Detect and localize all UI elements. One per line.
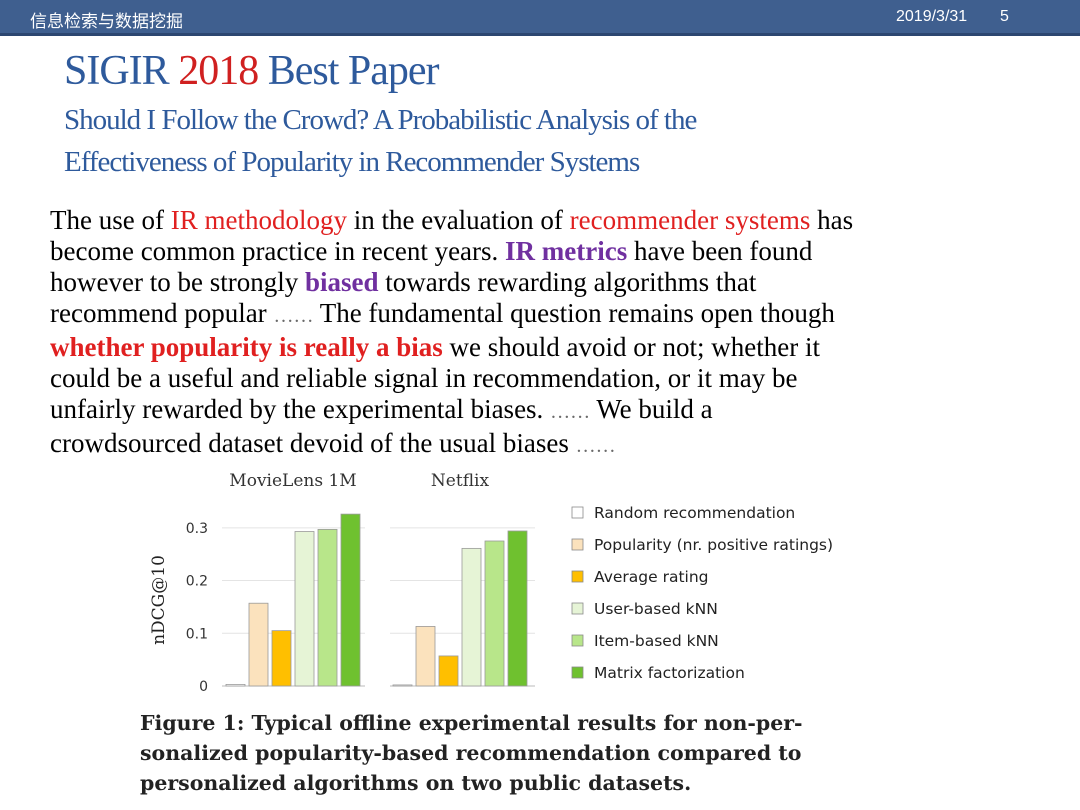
title-prefix: SIGIR bbox=[64, 48, 179, 94]
ellipsis: …… bbox=[273, 305, 314, 327]
y-axis-label: nDCG@10 bbox=[149, 555, 169, 645]
highlight-recommender-systems: recommender systems bbox=[569, 205, 811, 235]
legend-label: User-based kNN bbox=[594, 600, 718, 618]
y-tick-label: 0 bbox=[199, 679, 208, 694]
highlight-biased: biased bbox=[304, 267, 379, 297]
bar bbox=[415, 626, 436, 687]
caption-line: personalized algorithms on two public da… bbox=[140, 771, 692, 795]
slide-header-bar: 信息检索与数据挖掘 2019/3/31 5 bbox=[0, 0, 1080, 36]
group-label: MovieLens 1M bbox=[229, 471, 356, 491]
title-suffix: Best Paper bbox=[258, 48, 440, 94]
abstract-line: The use of IR methodology in the evaluat… bbox=[50, 205, 1050, 236]
y-tick-label: 0.2 bbox=[186, 574, 208, 590]
text-run: however to be strongly bbox=[50, 267, 305, 297]
abstract-line: become common practice in recent years. … bbox=[50, 236, 1050, 267]
highlight-ir-methodology: IR methodology bbox=[170, 205, 347, 235]
bar bbox=[461, 547, 482, 687]
bar bbox=[340, 513, 361, 687]
ndcg-bar-chart: nDCG@10 0 0.1 0.2 0.3 MovieLens 1M Netflix Rand… bbox=[149, 471, 833, 694]
caption-line: Figure 1: Typical offline experimental r… bbox=[140, 711, 803, 735]
text-run: has bbox=[810, 205, 854, 235]
ellipsis: …… bbox=[575, 435, 616, 457]
y-tick-label: 0.3 bbox=[186, 521, 208, 537]
text-run: We build a bbox=[590, 394, 713, 424]
slide-date: 2019/3/31 bbox=[896, 8, 968, 25]
slide-title: SIGIR 2018 Best Paper bbox=[64, 47, 440, 95]
abstract-text: The use of IR methodology in the evaluat… bbox=[50, 205, 1050, 462]
legend-label: Random recommendation bbox=[594, 504, 795, 522]
legend-label: Popularity (nr. positive ratings) bbox=[594, 536, 833, 554]
text-run: towards rewarding algorithms that bbox=[378, 267, 757, 297]
text-run: we should avoid or not; whether it bbox=[442, 332, 820, 362]
bar bbox=[507, 530, 528, 687]
legend-swatch bbox=[571, 666, 584, 679]
highlight-ir-metrics: IR metrics bbox=[505, 236, 628, 266]
text-run: The use of bbox=[50, 205, 171, 235]
bar bbox=[248, 602, 269, 687]
abstract-line: crowdsourced dataset devoid of the usual… bbox=[50, 428, 1050, 462]
bar bbox=[294, 531, 315, 687]
text-run: in the evaluation of bbox=[346, 205, 570, 235]
legend-swatch bbox=[571, 602, 584, 615]
group-label: Netflix bbox=[431, 471, 490, 491]
text-run: The fundamental question remains open th… bbox=[313, 298, 835, 328]
abstract-line: unfairly rewarded by the experimental bi… bbox=[50, 394, 1050, 428]
text-run: become common practice in recent years. bbox=[50, 236, 506, 266]
bar bbox=[317, 529, 338, 687]
bar bbox=[392, 684, 413, 687]
bar bbox=[225, 684, 246, 687]
legend-swatch bbox=[571, 538, 584, 551]
legend-swatch bbox=[571, 634, 584, 647]
y-tick-label: 0.1 bbox=[186, 626, 208, 642]
highlight-popularity-bias: whether popularity is really a bias bbox=[50, 332, 443, 362]
paper-title-line-2: Effectiveness of Popularity in Recommend… bbox=[64, 146, 640, 178]
caption-line: sonalized popularity-based recommendatio… bbox=[140, 741, 802, 765]
text-run: have been found bbox=[627, 236, 813, 266]
bar bbox=[484, 540, 505, 687]
title-year: 2018 bbox=[178, 48, 259, 94]
abstract-line: however to be strongly biased towards re… bbox=[50, 267, 1050, 298]
abstract-line: whether popularity is really a bias we s… bbox=[50, 332, 1050, 363]
text-run: unfairly rewarded by the experimental bi… bbox=[50, 394, 551, 424]
ellipsis: …… bbox=[550, 401, 591, 423]
abstract-line: recommend popular …… The fundamental que… bbox=[50, 298, 1050, 332]
legend-label: Item-based kNN bbox=[594, 632, 719, 650]
legend-label: Average rating bbox=[594, 568, 709, 586]
text-run: crowdsourced dataset devoid of the usual… bbox=[50, 428, 576, 458]
paper-title-line-1: Should I Follow the Crowd? A Probabilist… bbox=[64, 104, 697, 136]
bar bbox=[271, 630, 292, 687]
text-run: recommend popular bbox=[50, 298, 274, 328]
figure-caption: Figure 1: Typical offline experimental r… bbox=[140, 708, 880, 798]
course-title: 信息检索与数据挖掘 bbox=[30, 12, 183, 32]
legend-swatch bbox=[571, 570, 584, 583]
legend-swatch bbox=[571, 506, 584, 519]
abstract-line: could be a useful and reliable signal in… bbox=[50, 363, 798, 393]
legend-label: Matrix factorization bbox=[594, 664, 745, 682]
page-number: 5 bbox=[1000, 8, 1009, 25]
bar bbox=[438, 655, 459, 687]
